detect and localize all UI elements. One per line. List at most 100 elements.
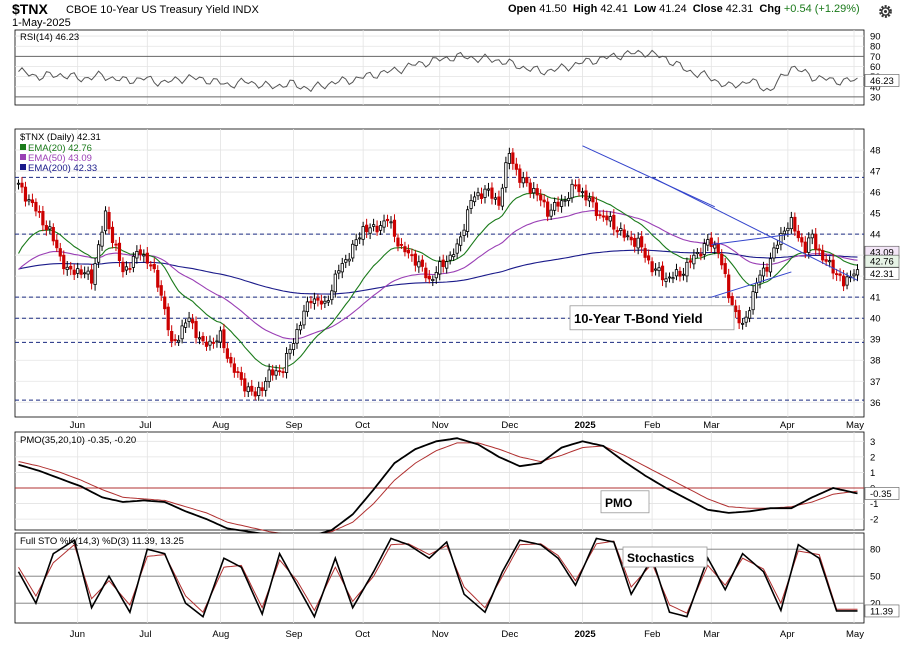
candle-body	[330, 290, 334, 301]
candle-body	[218, 330, 223, 343]
candle-body	[657, 267, 661, 272]
close-value-flag-text: 42.31	[870, 269, 894, 280]
candle-body	[69, 265, 73, 270]
candle-body	[93, 263, 97, 285]
month-label: Oct	[355, 629, 370, 640]
candle-body	[260, 387, 264, 392]
price-label: $TNX (Daily) 42.31	[20, 132, 101, 143]
candle-body	[713, 244, 717, 249]
candle-body	[257, 386, 261, 397]
candle-body	[709, 237, 713, 247]
candle-body	[720, 253, 724, 266]
sto-label: Full STO %K(14,3) %D(3) 11.39, 13.25	[20, 536, 184, 547]
candle-body	[459, 236, 463, 246]
candle-body	[587, 197, 592, 202]
sto-k-line	[17, 537, 858, 619]
candle-body	[365, 224, 369, 233]
candle-body	[549, 209, 553, 217]
candle-body	[678, 270, 682, 277]
candle-body	[706, 239, 710, 246]
candle-body	[591, 196, 595, 203]
candle-body	[149, 264, 153, 267]
candle-body	[403, 246, 407, 253]
candle-body	[187, 317, 191, 322]
candle-body	[472, 196, 477, 203]
candle-body	[267, 369, 271, 383]
candle-body	[702, 243, 706, 255]
symbol-ticker[interactable]: $TNX	[12, 1, 48, 17]
candle-body	[723, 263, 727, 275]
candle-body	[608, 216, 612, 222]
month-label: Feb	[644, 629, 660, 640]
rsi-tick-label: 60	[870, 62, 881, 73]
candle-body	[835, 273, 839, 276]
candle-body	[86, 270, 90, 275]
candle-body	[96, 244, 101, 263]
high-label: High	[572, 3, 598, 15]
candle-body	[194, 321, 198, 338]
candle-body	[173, 339, 177, 341]
candle-body	[445, 261, 449, 269]
candle-body	[730, 296, 734, 306]
month-label: Aug	[212, 420, 229, 431]
candle-body	[734, 305, 738, 313]
candle-body	[556, 201, 560, 207]
month-label: 2025	[574, 420, 596, 431]
candle-body	[302, 310, 306, 326]
rsi-tick-label: 90	[870, 32, 881, 43]
month-axis: Jun Jul Aug Sep Oct Nov Dec 2025 Feb Mar Apr May Jun…	[70, 420, 865, 640]
month-label: Dec	[501, 420, 518, 431]
annotation-box	[569, 305, 735, 331]
candle-body	[128, 268, 132, 270]
candle-body	[518, 168, 522, 183]
ema200-swatch	[20, 164, 26, 170]
candle-body	[159, 285, 163, 296]
candle-body	[121, 261, 125, 273]
candle-body	[573, 184, 578, 187]
candle-body	[131, 255, 135, 268]
candle-body	[378, 225, 383, 231]
candle-body	[855, 269, 860, 276]
candle-body	[424, 267, 428, 279]
candle-body	[326, 300, 330, 303]
candle-body	[580, 191, 585, 194]
candle-body	[793, 216, 797, 232]
sto-value-flag-box	[864, 604, 900, 618]
candle-body	[107, 212, 111, 230]
candle-body	[20, 182, 24, 188]
candle-body	[768, 258, 773, 273]
sto-value-flag-text: 11.39	[870, 606, 893, 617]
candle-body	[615, 230, 619, 233]
candle-body	[660, 265, 665, 281]
candle-body	[232, 363, 236, 373]
pmo-tick-label: 1	[870, 468, 875, 479]
pmo-value-flag-box	[864, 487, 900, 500]
candle-body	[79, 269, 83, 275]
candle-body	[789, 217, 793, 230]
candle-body	[584, 190, 588, 201]
candle-body	[566, 197, 571, 202]
candle-body	[514, 163, 518, 170]
candle-body	[772, 247, 776, 259]
price-tick-label: 47	[870, 167, 881, 178]
candle-body	[229, 357, 233, 364]
candle-body	[521, 177, 525, 184]
price-tick-label: 46	[870, 188, 881, 199]
price-tick-label: 37	[870, 377, 881, 388]
ema50-legend: EMA(50) 43.09	[28, 153, 92, 164]
close-value: 42.31	[725, 3, 754, 15]
candle-body	[671, 277, 675, 280]
stochastics-panel: 80 50 20 Full STO %K(14,3) %D(3) 11.39, 13.…	[14, 532, 900, 624]
candle-body	[817, 248, 821, 251]
candle-body	[166, 306, 170, 331]
candle-body	[831, 259, 835, 274]
close-label: Close	[692, 3, 723, 15]
gear-icon[interactable]	[877, 3, 894, 20]
candle-body	[821, 250, 825, 261]
symbol-description: CBOE 10-Year US Treasury Yield INDX	[66, 4, 259, 16]
low-value: 41.24	[659, 3, 687, 15]
ema50-swatch	[20, 154, 26, 160]
month-label: Jun	[70, 629, 85, 640]
candle-body	[48, 226, 52, 230]
